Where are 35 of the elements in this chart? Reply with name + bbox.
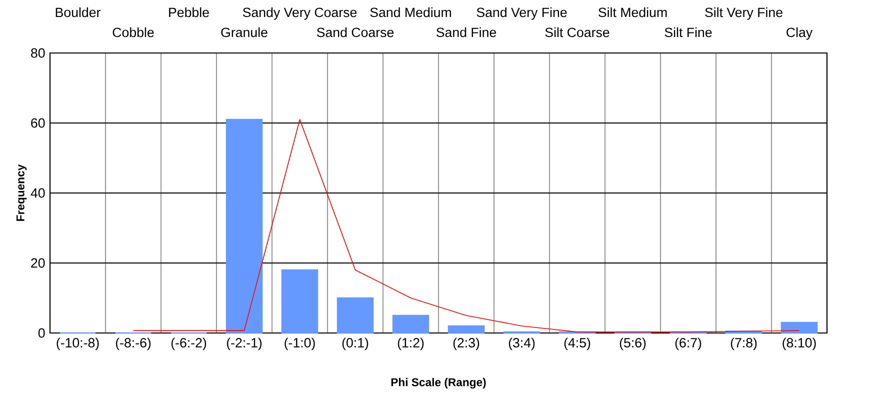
y-tick-label: 80 <box>31 48 45 58</box>
x-tick-label: (0:1) <box>342 338 368 350</box>
text: Granule <box>221 27 268 38</box>
text: Silt Very Fine <box>705 7 782 20</box>
y-axis-title: Frequency <box>16 164 27 221</box>
x-tick-label: (3:4) <box>508 338 535 350</box>
x-tick-label: (7:8) <box>730 338 757 350</box>
y-tick-label: 40 <box>30 188 45 198</box>
y-tick-label: 20 <box>31 258 45 268</box>
text: Silt Medium <box>598 7 667 18</box>
x-tick-label: (-1:0) <box>284 338 315 350</box>
x-tick-label: (6:7) <box>675 338 702 350</box>
x-tick-label: (-6:-2) <box>171 338 206 350</box>
y-tick-label: 0 <box>38 328 45 338</box>
y-tick-label: 60 <box>31 118 45 128</box>
x-tick-label: (5:6) <box>620 338 646 350</box>
x-tick-label: (1:2) <box>398 338 424 350</box>
text: Silt Coarse <box>545 27 610 38</box>
x-tick-label: (2:3) <box>453 338 480 350</box>
x-tick-label: (-10:-8) <box>56 338 99 350</box>
text: Boulder <box>56 7 101 18</box>
text: Clay <box>786 27 813 40</box>
text: Silt Fine <box>664 27 712 38</box>
x-tick-label: (-8:-6) <box>116 338 151 350</box>
text: Sand Fine <box>436 27 496 38</box>
x-tick-label: (4:5) <box>564 338 590 350</box>
x-tick-label: (-2:-1) <box>226 338 262 350</box>
text: Pebble <box>169 7 209 18</box>
text: Sand Very Fine <box>476 7 567 20</box>
x-axis-title: Phi Scale (Range) <box>391 378 486 389</box>
text: Sandy Very Coarse <box>242 7 357 20</box>
text: Cobble <box>112 27 154 38</box>
x-tick-label: (8:10) <box>782 338 816 350</box>
text: Sand Coarse <box>316 27 394 38</box>
text: Sand Medium <box>370 7 451 18</box>
